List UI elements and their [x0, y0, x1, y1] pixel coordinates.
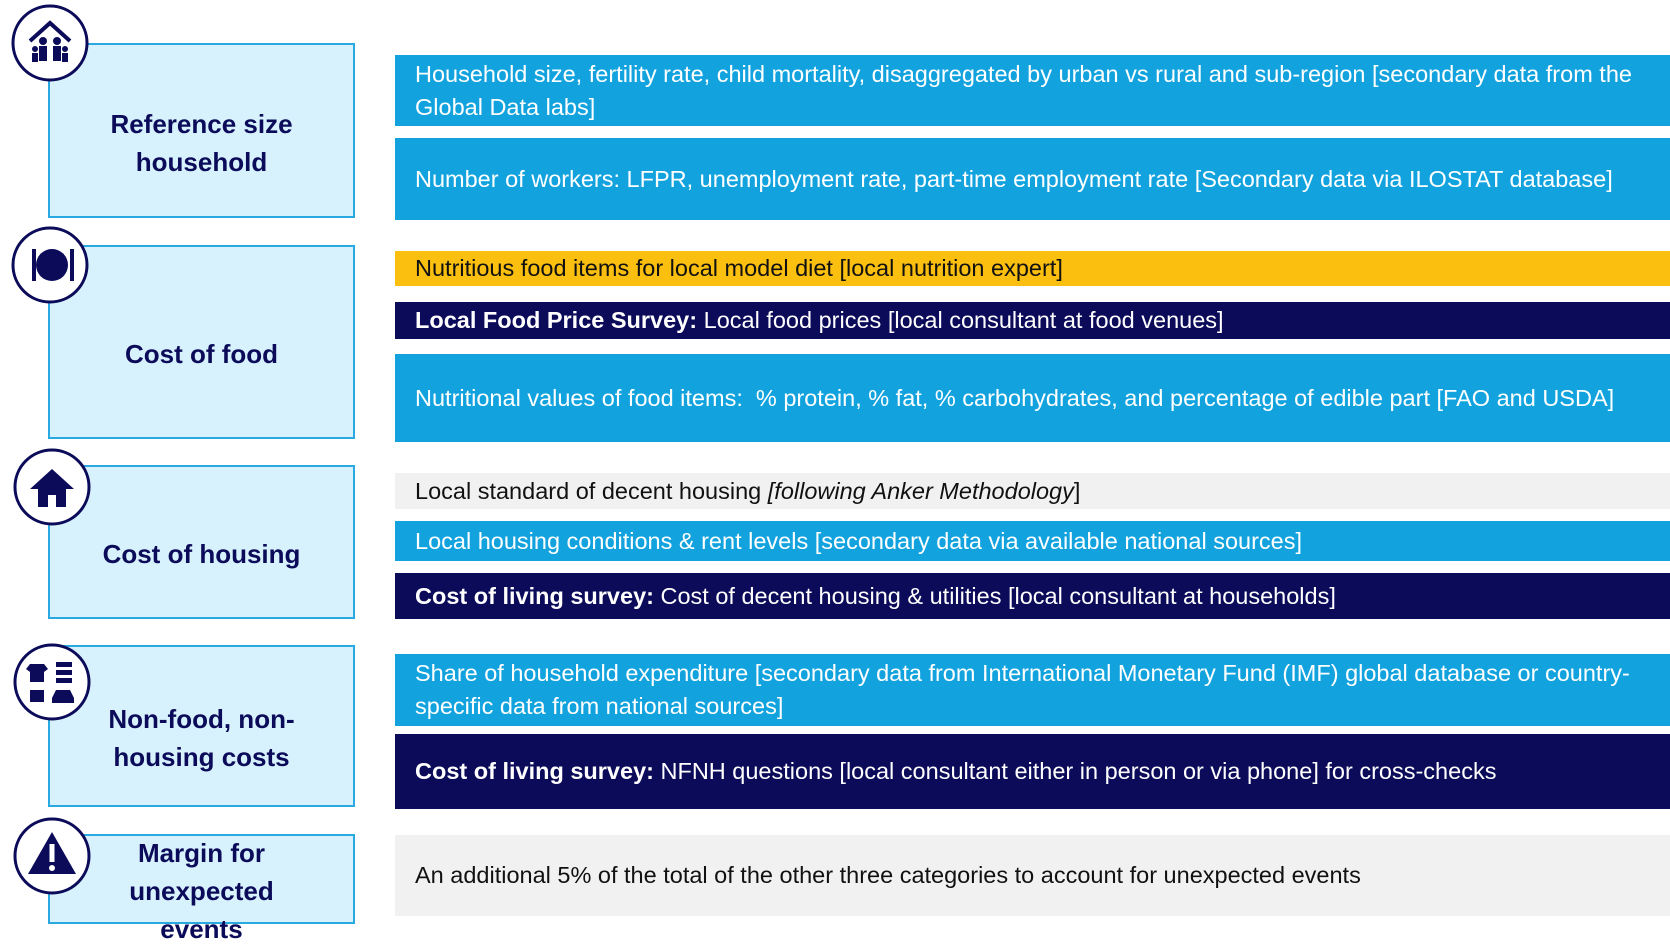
row-text: Cost of living survey: Cost of decent ho…: [415, 580, 1336, 613]
row-text: Local standard of decent housing [follow…: [415, 475, 1080, 508]
category-label: Margin for unexpected events: [129, 838, 274, 944]
text-part: Household size, fertility rate, child mo…: [415, 60, 1639, 120]
category-label: Reference size household: [110, 108, 293, 177]
category-label: Non-food, non-housing costs: [108, 704, 295, 772]
category-box: Reference size household: [48, 43, 355, 218]
row-text: An additional 5% of the total of the oth…: [415, 859, 1361, 892]
input-row: Nutritious food items for local model di…: [395, 251, 1670, 286]
row-text: Share of household expenditure [secondar…: [415, 657, 1650, 723]
category-label: Cost of food: [124, 339, 279, 369]
row-text: Local Food Price Survey: Local food pric…: [415, 304, 1224, 337]
row-text: Local housing conditions & rent levels […: [415, 525, 1302, 558]
input-row: Share of household expenditure [secondar…: [395, 654, 1670, 726]
row-text: Cost of living survey: NFNH questions [l…: [415, 755, 1496, 788]
text-part: Cost of living survey:: [415, 758, 654, 784]
category-box: Non-food, non-housing costs: [48, 645, 355, 807]
input-row: Local standard of decent housing [follow…: [395, 473, 1670, 509]
category-box: Cost of housing: [48, 465, 355, 619]
icon-housing: [13, 448, 91, 526]
text-part: Share of household expenditure [secondar…: [415, 660, 1630, 719]
row-text: Nutritional values of food items: % prot…: [415, 382, 1614, 415]
input-row: Cost of living survey: NFNH questions [l…: [395, 734, 1670, 809]
text-part: Cost of decent housing & utilities [loca…: [653, 582, 1336, 609]
input-row: Household size, fertility rate, child mo…: [395, 55, 1670, 126]
text-part: Local standard of decent housing: [415, 477, 768, 504]
text-part: Number of workers: LFPR, unemployment ra…: [415, 165, 1613, 192]
input-row: Local housing conditions & rent levels […: [395, 521, 1670, 561]
input-row: Number of workers: LFPR, unemployment ra…: [395, 138, 1670, 220]
text-part: [following Anker Methodology: [767, 477, 1074, 504]
icon-household: [11, 4, 89, 82]
input-row: Local Food Price Survey: Local food pric…: [395, 302, 1670, 339]
row-text: Nutritious food items for local model di…: [415, 252, 1063, 285]
text-part: An additional 5% of the total of the oth…: [415, 862, 1361, 888]
text-part: NFNH questions [local consultant either …: [653, 758, 1497, 784]
category-box: Margin for unexpected events: [48, 834, 355, 944]
icon-warning: [13, 817, 91, 895]
row-text: Household size, fertility rate, child mo…: [415, 58, 1650, 124]
icon-nfnh: [13, 643, 91, 721]
input-row: Cost of living survey: Cost of decent ho…: [395, 573, 1670, 619]
row-text: Number of workers: LFPR, unemployment ra…: [415, 163, 1613, 196]
category-label: Cost of housing: [102, 539, 301, 569]
text-part: Cost of living survey:: [415, 582, 654, 609]
input-row: An additional 5% of the total of the oth…: [395, 835, 1670, 916]
category-box: Cost of food: [48, 245, 355, 439]
text-part: ]: [1073, 477, 1081, 504]
text-part: Nutritious food items for local model di…: [415, 255, 1063, 281]
text-part: Local housing conditions & rent levels […: [415, 527, 1303, 554]
input-row: Nutritional values of food items: % prot…: [395, 354, 1670, 442]
text-part: Nutritional values of food items: % prot…: [415, 384, 1615, 411]
icon-food: [11, 226, 89, 304]
text-part: Local food prices [local consultant at f…: [697, 307, 1224, 333]
text-part: Local Food Price Survey:: [415, 307, 698, 333]
page: Reference size household Household size, …: [11, 4, 1670, 944]
